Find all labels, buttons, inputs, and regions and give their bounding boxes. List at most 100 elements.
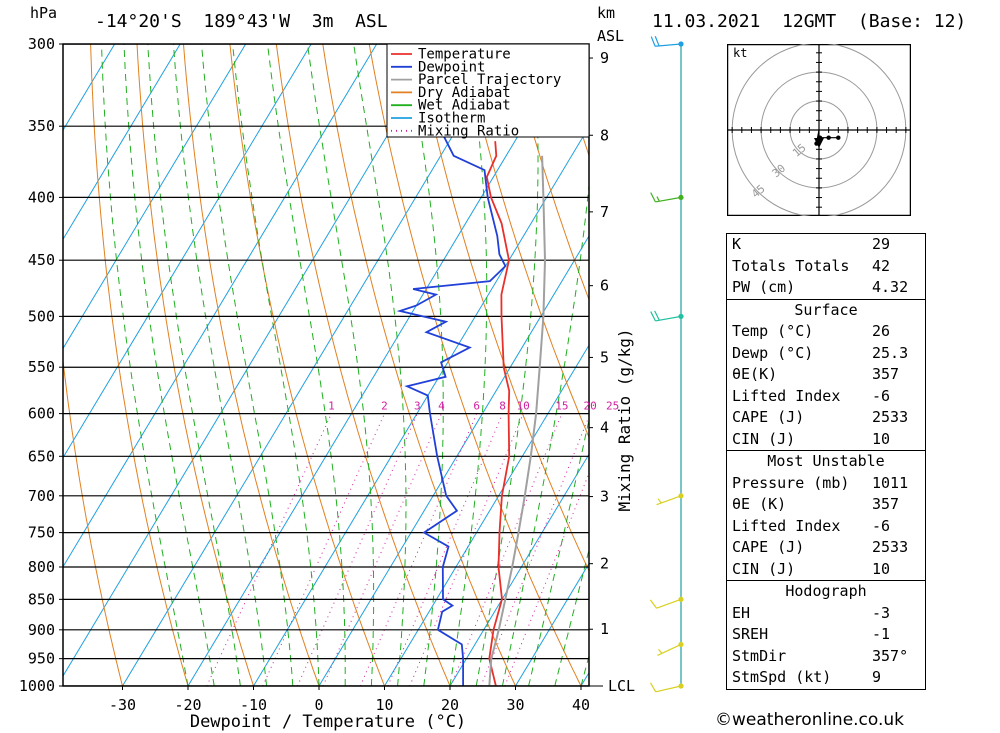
- stat-row: EH -3: [727, 603, 925, 625]
- isotherm-line: [63, 44, 181, 241]
- height-tick-label: 5: [600, 348, 609, 366]
- stat-label: Totals Totals: [732, 256, 850, 275]
- stat-row: Totals Totals 42: [727, 256, 925, 278]
- location-title: -14°20'S 189°43'W 3m ASL: [95, 11, 388, 32]
- stat-row: Dewp (°C) 25.3: [727, 343, 925, 365]
- pressure-tick-label: 650: [28, 447, 55, 465]
- stat-label: StmSpd (kt): [732, 668, 832, 686]
- parcel-trajectory-series-line: [488, 155, 547, 686]
- stat-label: Temp (°C): [732, 322, 814, 340]
- wet-adiabat-line: [528, 417, 589, 686]
- stat-label: CIN (J): [732, 429, 796, 448]
- wind-barb-flag: [654, 35, 660, 47]
- mixing-ratio-line: [409, 413, 524, 686]
- dry-adiabat-line: [183, 44, 320, 686]
- mixing-ratio-label: 25: [606, 400, 619, 413]
- wind-barb-flag: [649, 682, 657, 693]
- dry-adiabat-line: [508, 44, 589, 301]
- mixing-ratio-line: [450, 413, 563, 686]
- legend-label: Dewpoint: [418, 59, 485, 75]
- mixing-ratio-label: 1: [328, 400, 335, 413]
- stat-row: Lifted Index -6: [727, 516, 925, 538]
- lcl-label: LCL: [608, 677, 635, 695]
- x-axis-title: Dewpoint / Temperature (°C): [190, 712, 466, 732]
- height-tick-label: 2: [600, 555, 609, 573]
- mixing-ratio-label: 6: [473, 400, 480, 413]
- legend-label: Parcel Trajectory: [418, 72, 561, 88]
- pressure-tick-label: 300: [28, 35, 55, 53]
- stat-row: CAPE (J) 2533: [727, 407, 925, 429]
- pressure-tick-label: 500: [28, 307, 55, 325]
- isotherm-line: [187, 44, 574, 686]
- temperature-tick-label: -20: [174, 696, 201, 714]
- stat-value: 25.3: [872, 343, 909, 362]
- mixing-ratio-label: 8: [499, 400, 506, 413]
- mixing-ratio-label: 4: [438, 400, 445, 413]
- mixing-ratio-label: 2: [381, 400, 388, 413]
- hodograph-point: [826, 135, 831, 140]
- legend-box: [386, 43, 590, 138]
- wet-adiabat-line: [449, 44, 488, 686]
- stat-row: CIN (J) 10: [727, 429, 925, 451]
- mixing-ratio-line: [359, 413, 478, 686]
- indices-section: K 29 Totals Totals 42 PW (cm) 4.32: [726, 233, 926, 299]
- stat-row: StmSpd (kt) 9: [727, 667, 925, 689]
- wet-adiabat-line: [123, 44, 215, 686]
- mixing-ratio-line: [297, 413, 418, 686]
- isotherm-line: [63, 44, 443, 677]
- stat-label: K: [732, 235, 742, 253]
- wind-barb-flag: [650, 311, 656, 322]
- pressure-tick-label: 800: [28, 558, 55, 576]
- hodograph-unit-label: kt: [733, 46, 747, 60]
- stat-label: Lifted Index: [732, 516, 841, 535]
- plot-frame: [62, 43, 590, 687]
- stat-row: CAPE (J) 2533: [727, 537, 925, 559]
- wet-adiabat-line: [267, 44, 346, 686]
- hodograph-section: Hodograph EH -3 SREH -1 StmDir 357° StmSpd (kt…: [726, 580, 926, 690]
- pressure-tick-label: 550: [28, 358, 55, 376]
- isotherm-line: [384, 344, 589, 686]
- legend-label: Isotherm: [418, 111, 485, 127]
- stat-value: 357°: [872, 646, 909, 665]
- stat-row: Temp (°C) 26: [727, 321, 925, 343]
- temperature-series-line: [485, 141, 511, 686]
- wind-barb-flag: [649, 599, 658, 609]
- temperature-tick-label: -30: [109, 696, 136, 714]
- pressure-tick-label: 900: [28, 621, 55, 639]
- stat-value: 1011: [872, 473, 909, 492]
- height-tick-label: 4: [600, 419, 609, 437]
- stat-row: StmDir 357°: [727, 646, 925, 668]
- dry-adiabat-line: [63, 356, 123, 686]
- height-ref-label: ASL: [597, 27, 625, 45]
- stat-value: 10: [872, 559, 891, 578]
- wind-barb-flag: [650, 192, 656, 203]
- isotherm-line: [515, 562, 589, 686]
- stat-value: 42: [872, 256, 891, 275]
- isotherm-line: [449, 453, 589, 686]
- pressure-tick-label: 400: [28, 188, 55, 206]
- stat-value: 357: [872, 495, 900, 513]
- temperature-tick-label: 10: [375, 696, 393, 714]
- stat-row: CIN (J) 10: [727, 559, 925, 581]
- most-unstable-section: Most Unstable Pressure (mb) 1011 θE (K) 357…: [726, 450, 926, 580]
- wind-barb-flag: [654, 310, 660, 321]
- credit-link[interactable]: ©weatheronline.co.uk: [715, 710, 905, 730]
- stat-value: 4.32: [872, 278, 909, 296]
- isotherm-line: [63, 44, 116, 132]
- stat-value: -6: [872, 516, 891, 535]
- legend-label: Wet Adiabat: [418, 98, 511, 114]
- stat-label: Dewp (°C): [732, 343, 814, 362]
- stat-label: EH: [732, 603, 751, 622]
- wind-barb-flag: [658, 649, 663, 654]
- surface-title: Surface: [794, 300, 858, 319]
- mixing-ratio-line: [206, 413, 332, 686]
- pressure-tick-label: 750: [28, 524, 55, 542]
- pressure-tick-label: 1000: [19, 677, 55, 695]
- wind-barb-staff: [657, 643, 682, 656]
- height-tick-label: 7: [600, 203, 609, 221]
- surface-section: Surface Temp (°C) 26 Dewp (°C) 25.3 θE(K) 357…: [726, 298, 926, 451]
- stat-value: 10: [872, 429, 891, 448]
- temperature-tick-label: -10: [240, 696, 267, 714]
- stat-label: PW (cm): [732, 278, 796, 296]
